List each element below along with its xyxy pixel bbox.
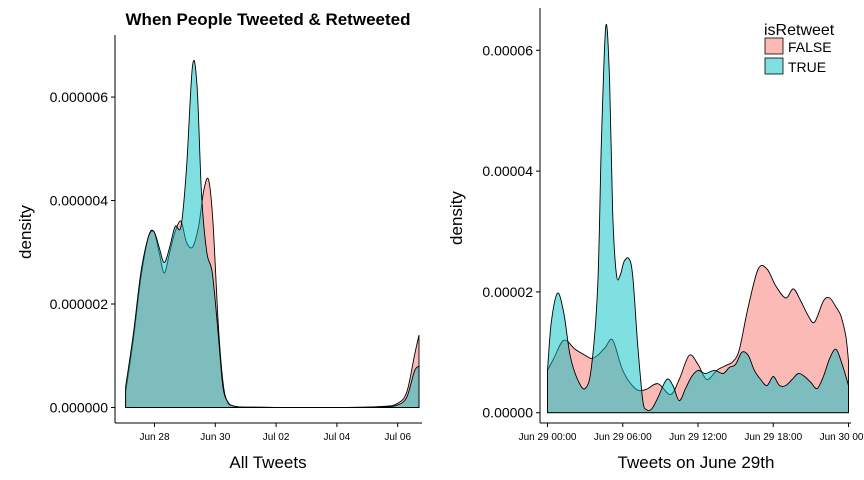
density-area-true [547, 23, 849, 414]
x-tick-label: Jun 29 06:00 [594, 432, 652, 443]
y-tick-label: 0.00004 [482, 163, 533, 179]
right-chart-ylabel: density [447, 191, 466, 245]
y-tick-label: 0.00002 [482, 284, 533, 300]
y-tick-label: 0.000000 [50, 399, 109, 415]
x-tick-label: Jul 04 [324, 432, 351, 443]
x-tick-label: Jun 30 00:00 [820, 432, 864, 443]
left-chart-ylabel: density [16, 205, 35, 259]
y-tick-label: 0.000002 [50, 296, 109, 312]
y-tick-label: 0.00000 [482, 405, 533, 421]
legend-label-false: FALSE [788, 39, 832, 55]
y-tick-label: 0.000006 [50, 89, 109, 105]
right-chart-xlabel: Tweets on June 29th [618, 453, 775, 472]
density-area-true [125, 59, 420, 408]
x-tick-label: Jun 29 00:00 [519, 432, 577, 443]
x-tick-label: Jul 06 [384, 432, 411, 443]
left-chart-panel: 0.000000 0.000002 0.000004 0.000006 Jun 28 Ju… [50, 35, 422, 443]
legend-title: isRetweet [764, 22, 835, 39]
legend-key-false [764, 37, 784, 55]
x-tick-label: Jun 29 18:00 [744, 432, 802, 443]
x-tick-label: Jun 28 [139, 432, 169, 443]
x-tick-label: Jun 30 [200, 432, 230, 443]
right-chart-panel: 0.00000 0.00002 0.00004 0.00006 Jun 29 00:00… [482, 8, 864, 443]
legend: isRetweet FALSE TRUE [764, 22, 835, 75]
x-tick-label: Jul 02 [263, 432, 290, 443]
left-chart-title: When People Tweeted & Retweeted [126, 10, 411, 29]
legend-label-true: TRUE [788, 59, 826, 75]
y-tick-label: 0.000004 [50, 193, 109, 209]
y-tick-label: 0.00006 [482, 42, 533, 58]
left-chart-xlabel: All Tweets [229, 453, 306, 472]
legend-key-true [764, 57, 784, 75]
x-tick-label: Jun 29 12:00 [669, 432, 727, 443]
